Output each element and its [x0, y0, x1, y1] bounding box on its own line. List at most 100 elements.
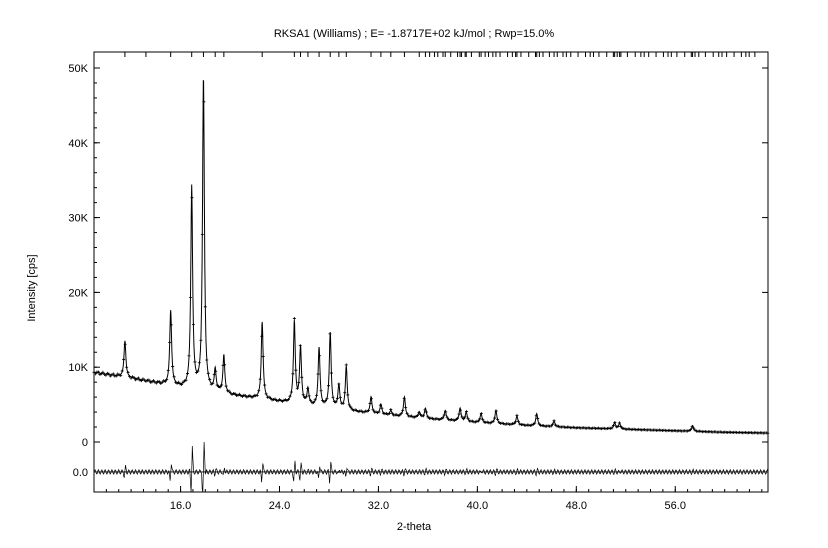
observed-point — [298, 344, 302, 348]
observed-point — [424, 410, 428, 414]
observed-point — [387, 411, 391, 415]
observed-point — [217, 384, 221, 388]
observed-point — [237, 392, 241, 396]
observed-point — [481, 418, 485, 422]
observed-point — [190, 196, 194, 200]
observed-point — [444, 410, 448, 414]
observed-point — [389, 408, 393, 412]
observed-point — [534, 414, 538, 418]
observed-point — [459, 408, 463, 412]
observed-point — [574, 426, 578, 430]
observed-point — [356, 410, 360, 414]
observed-point — [442, 413, 446, 417]
observed-point — [214, 369, 218, 373]
observed-point — [494, 409, 498, 413]
observed-point — [378, 403, 382, 407]
observed-point — [147, 378, 151, 382]
observed-point — [324, 399, 328, 403]
observed-point — [463, 415, 467, 419]
observed-point — [229, 391, 233, 395]
observed-point — [653, 428, 657, 432]
observed-point — [328, 332, 332, 336]
observed-point — [506, 422, 510, 426]
observed-point — [329, 371, 333, 375]
observed-point — [307, 394, 311, 398]
observed-point — [248, 394, 252, 398]
observed-point — [165, 378, 169, 382]
observed-point — [370, 397, 374, 401]
observed-point — [258, 377, 262, 381]
observed-point — [309, 398, 313, 402]
observed-point — [200, 232, 204, 236]
observed-point — [104, 373, 108, 377]
observed-point — [227, 389, 231, 393]
observed-point — [172, 375, 176, 379]
observed-point — [212, 373, 216, 377]
observed-point — [315, 393, 319, 397]
observed-point — [255, 393, 259, 397]
observed-point — [184, 378, 188, 382]
observed-point — [163, 380, 167, 384]
observed-point — [304, 395, 308, 399]
observed-point — [154, 381, 158, 385]
observed-point — [549, 424, 553, 428]
observed-point — [344, 363, 348, 367]
observed-point — [515, 413, 519, 417]
observed-point — [603, 426, 607, 430]
observed-point — [187, 354, 191, 358]
observed-point — [448, 418, 452, 422]
observed-point — [151, 379, 155, 383]
plot-frame — [93, 51, 769, 493]
observed-point — [270, 398, 274, 402]
observed-point — [571, 425, 575, 429]
observed-point — [294, 368, 298, 372]
y-tick-label: 10K — [68, 362, 88, 374]
observed-point — [202, 100, 206, 104]
observed-point — [313, 398, 317, 402]
observed-point — [551, 422, 555, 426]
observed-point — [451, 418, 455, 422]
observed-point — [119, 374, 123, 378]
observed-point — [516, 419, 520, 423]
x-tick-label: 48.0 — [566, 500, 587, 512]
observed-point — [542, 424, 546, 428]
observed-point — [199, 338, 203, 342]
y-tick-label: 30K — [68, 213, 88, 225]
observed-point — [338, 396, 342, 400]
observed-point — [150, 380, 154, 384]
observed-point — [401, 409, 405, 413]
observed-point — [297, 380, 301, 384]
observed-point — [450, 418, 454, 422]
observed-point — [286, 397, 290, 401]
observed-point — [205, 358, 209, 362]
observed-point — [337, 382, 341, 386]
observed-point — [353, 408, 357, 412]
observed-point — [502, 422, 506, 426]
observed-point — [441, 416, 445, 420]
observed-point — [295, 386, 299, 390]
observed-point — [478, 417, 482, 421]
observed-point — [462, 417, 466, 421]
y-tick-label: 40K — [68, 138, 88, 150]
observed-point — [396, 414, 400, 418]
observed-point — [128, 374, 132, 378]
observed-point — [291, 372, 295, 376]
observed-point — [318, 354, 322, 358]
observed-point — [169, 323, 173, 327]
observed-point — [223, 363, 227, 367]
observed-point — [292, 317, 296, 321]
observed-point — [166, 369, 170, 373]
observed-point — [464, 410, 468, 414]
observed-point — [99, 372, 103, 376]
observed-point — [261, 355, 265, 359]
observed-point — [272, 398, 276, 401]
observed-point — [157, 380, 161, 384]
observed-point — [399, 411, 403, 415]
observed-point — [233, 392, 237, 396]
observed-point — [197, 361, 201, 365]
observed-point — [528, 424, 532, 428]
observed-point — [398, 413, 402, 417]
observed-point — [536, 417, 540, 421]
observed-point — [692, 426, 696, 430]
x-tick-label: 24.0 — [269, 500, 290, 512]
